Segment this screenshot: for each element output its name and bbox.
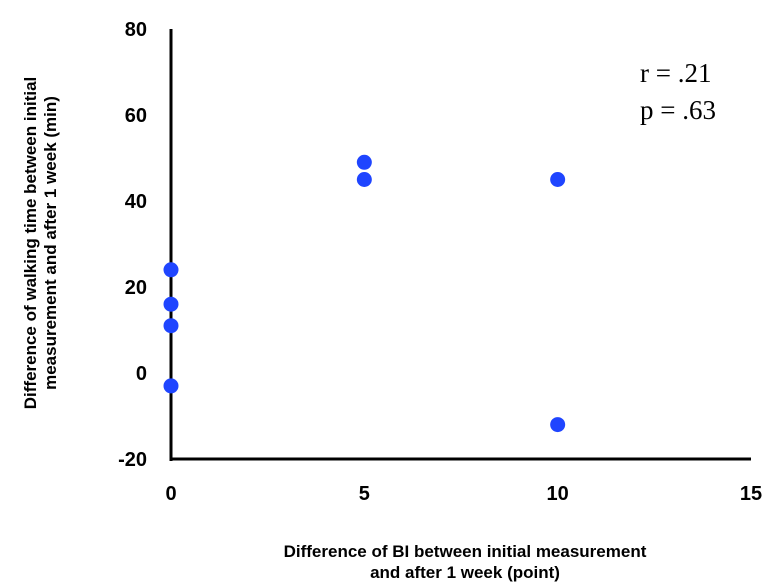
y-tick-label: 0 <box>136 363 147 385</box>
x-tick-label: 10 <box>547 483 569 505</box>
data-point <box>356 154 372 170</box>
x-axis-title-line-2: and after 1 week (point) <box>370 563 560 582</box>
data-point <box>163 262 179 278</box>
x-tick-labels: 0 5 10 15 <box>165 483 762 505</box>
y-tick-label: 80 <box>125 19 147 41</box>
y-tick-label: -20 <box>118 449 147 471</box>
correlation-annotation: r = .21 <box>640 58 711 88</box>
data-point <box>550 172 566 187</box>
data-point <box>356 172 372 187</box>
data-point <box>163 318 179 334</box>
y-tick-labels: -20 0 20 40 60 80 <box>118 19 147 471</box>
x-axis-title-line-1: Difference of BI between initial measure… <box>284 542 647 561</box>
p-value-annotation: p = .63 <box>640 95 716 125</box>
x-tick-label: 0 <box>165 483 176 505</box>
y-axis-title-line-1: Difference of walking time between initi… <box>21 77 40 410</box>
data-point <box>163 378 179 394</box>
y-axis-title-line-2: measurement and after 1 week (min) <box>41 96 60 390</box>
x-tick-label: 15 <box>740 483 762 505</box>
y-tick-label: 60 <box>125 105 147 127</box>
y-tick-label: 20 <box>125 277 147 299</box>
y-tick-label: 40 <box>125 191 147 213</box>
y-axis-title: Difference of walking time between initi… <box>21 77 60 410</box>
x-tick-label: 5 <box>359 483 370 505</box>
data-point <box>550 417 566 433</box>
data-points <box>163 154 566 433</box>
data-point <box>163 296 179 312</box>
